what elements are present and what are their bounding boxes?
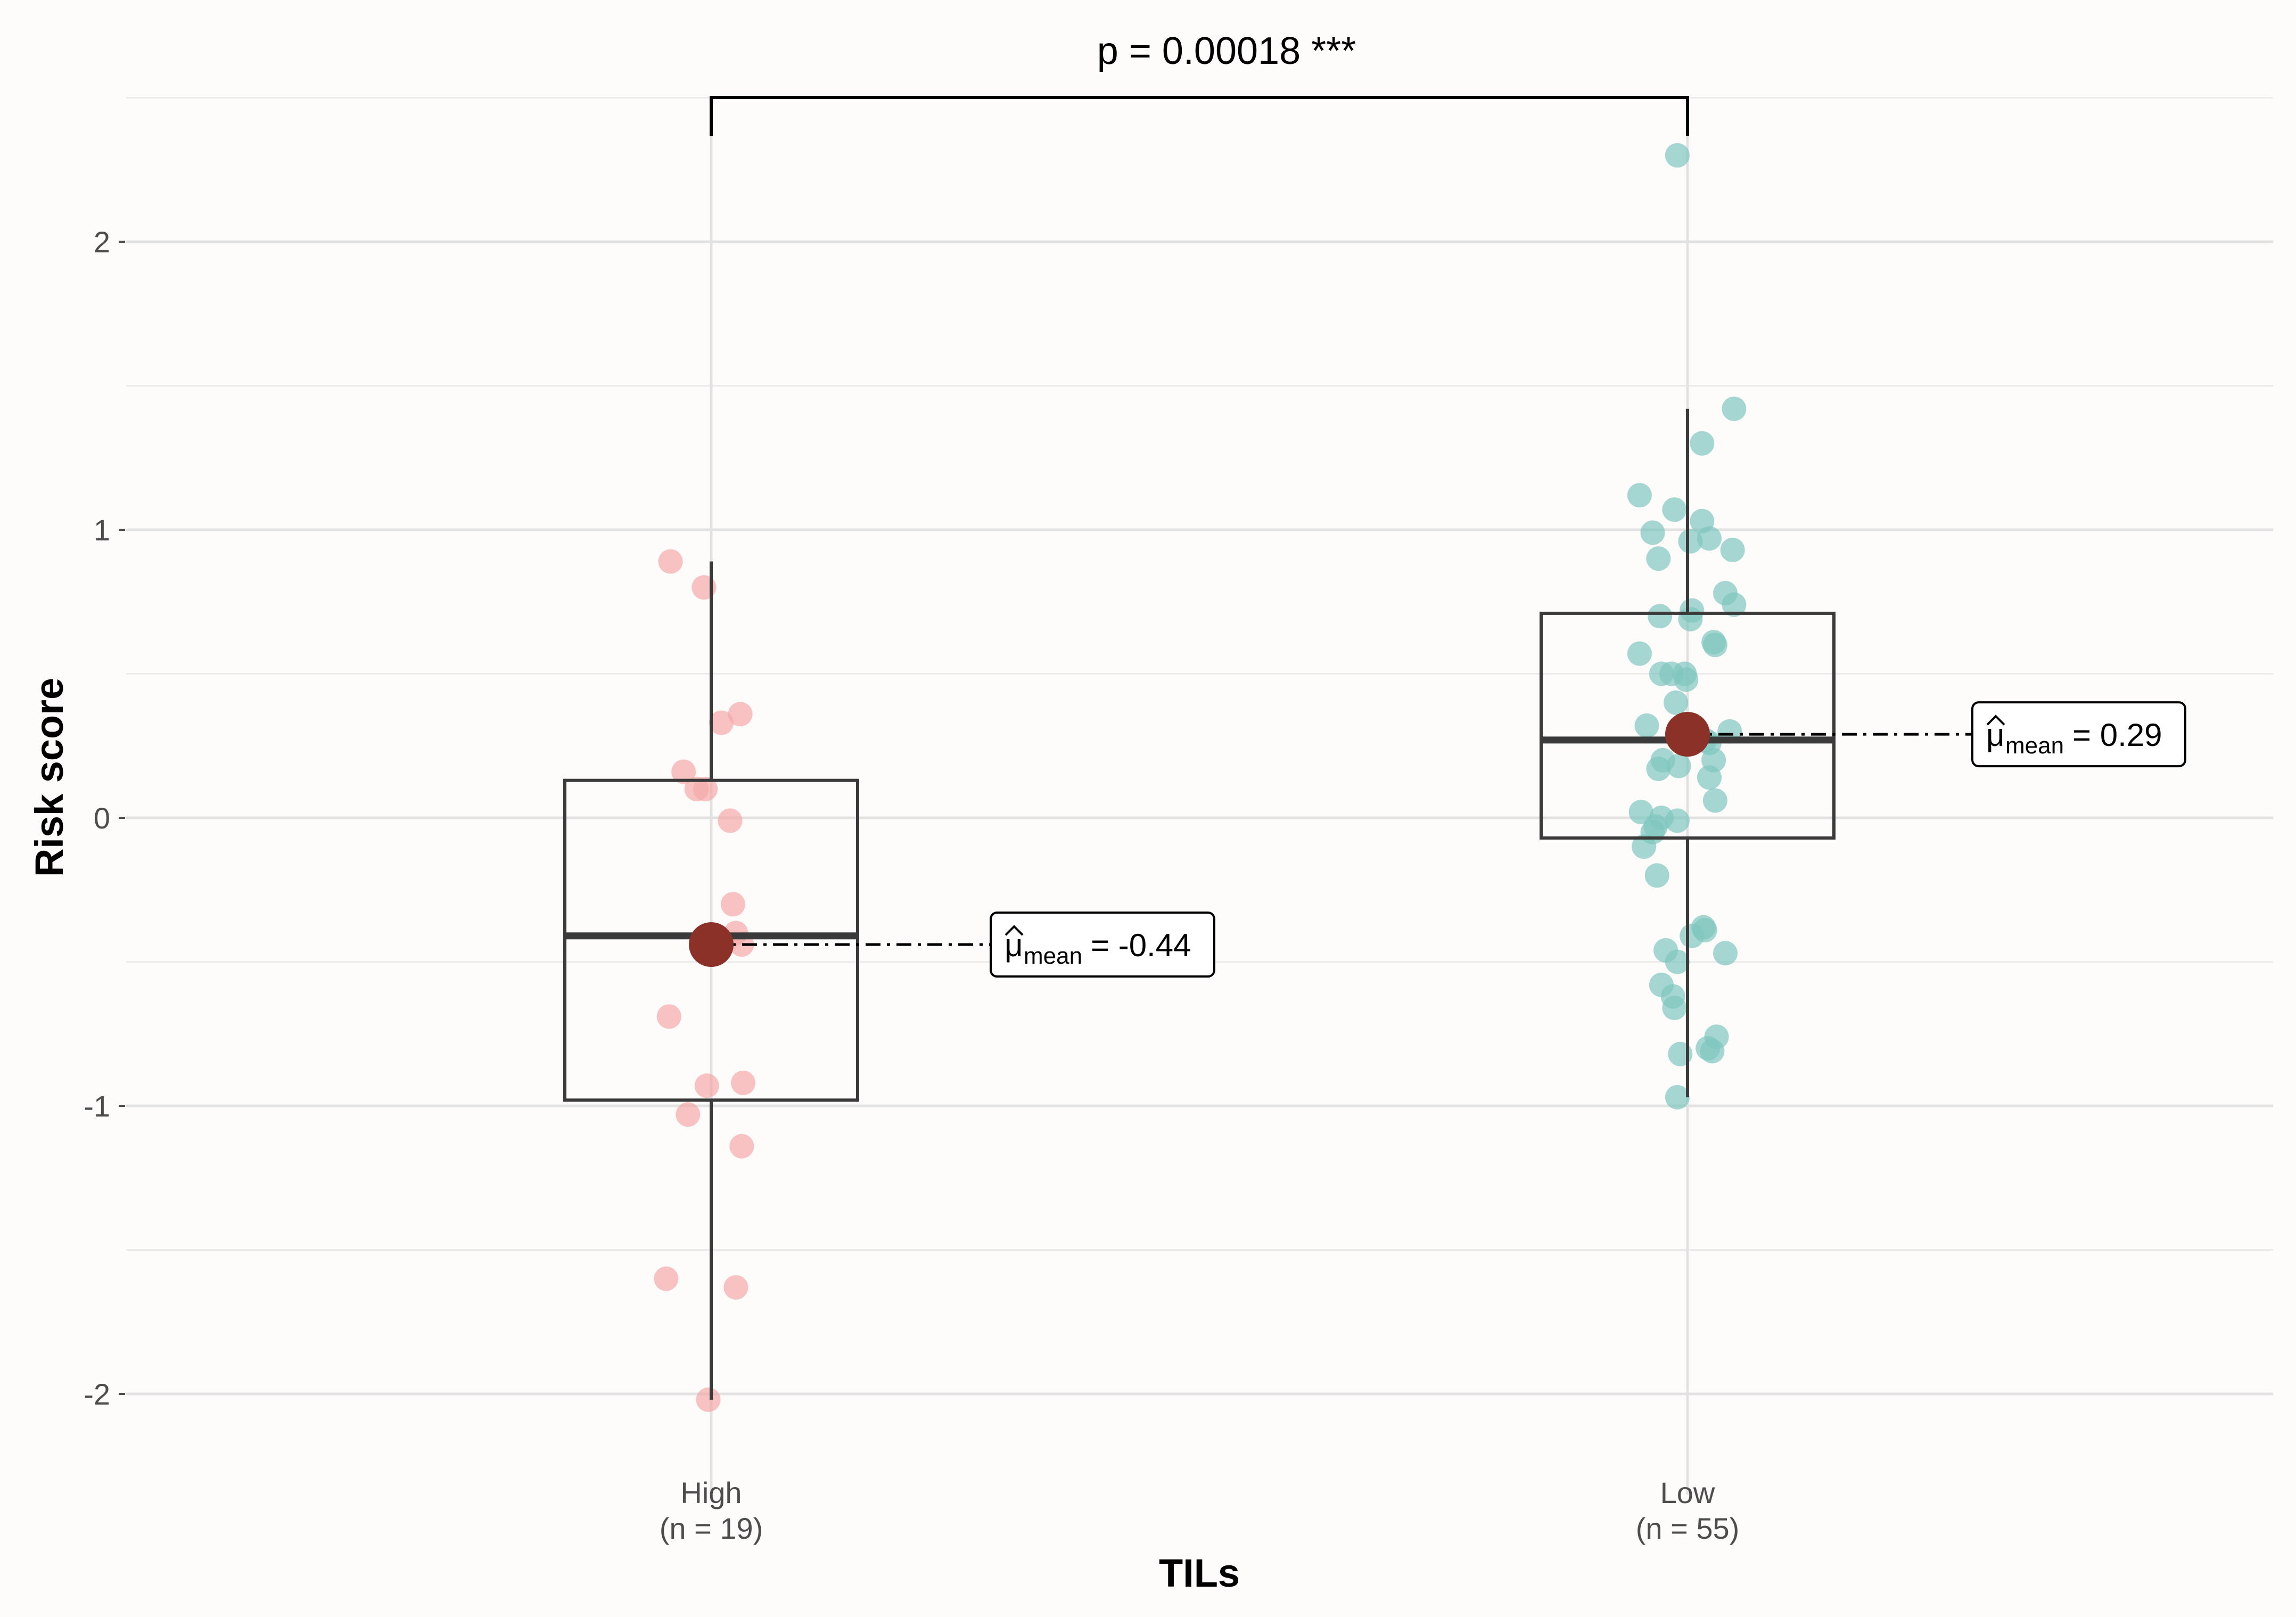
y-axis-ticks: -2 -1 0 1 2 — [84, 225, 125, 1411]
box-high — [563, 778, 859, 1102]
data-point-low — [1713, 941, 1738, 966]
mean-value: = 0.29 — [2072, 717, 2162, 753]
mean-mu-symbol: μ — [1986, 717, 2005, 753]
data-point-low — [1664, 690, 1689, 715]
data-point-low — [1697, 765, 1722, 790]
data-point-high — [723, 1275, 748, 1300]
data-point-low — [1665, 1085, 1690, 1110]
hat-symbol — [1986, 715, 2005, 726]
data-point-low — [1697, 526, 1722, 551]
x-axis-labels: High (n = 19) Low (n = 55) — [660, 1476, 1740, 1545]
data-point-high — [720, 892, 745, 917]
data-point-low — [1722, 396, 1747, 421]
y-tick-label: -1 — [84, 1089, 110, 1123]
p-value-label: p = 0.00018 *** — [1097, 30, 1356, 72]
data-point-low — [1660, 984, 1685, 1009]
data-point-low — [1666, 753, 1691, 778]
data-point-high — [654, 1266, 679, 1291]
jitter-points — [654, 143, 1747, 1412]
bracket-line — [710, 96, 1689, 136]
data-point-high — [694, 1073, 719, 1098]
data-point-low — [1646, 757, 1671, 782]
data-point-low — [1722, 592, 1747, 617]
data-point-low — [1634, 713, 1659, 738]
y-tick-label: 2 — [94, 225, 110, 259]
data-point-low — [1665, 949, 1690, 974]
data-point-low — [1662, 497, 1687, 522]
data-point-low — [1702, 633, 1727, 658]
mean-point-high — [689, 922, 734, 967]
data-point-high — [676, 1102, 701, 1127]
y-tick-label: -2 — [84, 1377, 110, 1411]
x-tick-n-low: (n = 55) — [1636, 1512, 1740, 1545]
data-point-low — [1702, 788, 1727, 813]
x-tick-n-high: (n = 19) — [660, 1512, 763, 1545]
y-axis-title: Risk score — [27, 678, 71, 877]
data-point-high — [696, 1387, 721, 1412]
data-point-low — [1646, 546, 1671, 571]
data-point-high — [693, 776, 718, 801]
hat-symbol — [1005, 925, 1024, 936]
mean-subscript: mean — [2005, 733, 2064, 759]
data-point-high — [728, 702, 753, 727]
mean-markers: μ mean = -0.44μ mean = 0.29 — [689, 701, 2186, 978]
data-point-low — [1648, 604, 1673, 629]
data-point-low — [1665, 143, 1690, 168]
data-point-high — [729, 1134, 754, 1159]
data-point-low — [1640, 520, 1665, 545]
data-point-low — [1644, 863, 1669, 888]
mean-point-low — [1665, 712, 1710, 757]
mean-label-box — [990, 912, 1215, 978]
mean-label-low: μ mean = 0.29 — [1971, 701, 2186, 768]
data-point-high — [731, 1070, 756, 1095]
significance-bracket — [710, 96, 1689, 136]
y-tick-label: 1 — [94, 513, 110, 547]
mean-mu-symbol: μ — [1005, 927, 1023, 963]
x-tick-label-low: Low — [1660, 1476, 1715, 1509]
x-axis-title: TILs — [1159, 1551, 1240, 1595]
data-point-high — [718, 808, 743, 833]
data-point-high — [656, 1004, 681, 1029]
data-point-low — [1632, 834, 1657, 859]
data-point-low — [1665, 808, 1690, 833]
data-point-low — [1690, 431, 1715, 456]
data-point-low — [1678, 529, 1703, 554]
data-point-low — [1627, 483, 1652, 508]
mean-value: = -0.44 — [1091, 927, 1191, 963]
data-point-low — [1720, 537, 1745, 562]
data-point-low — [1700, 1039, 1725, 1064]
data-point-low — [1627, 641, 1652, 666]
x-tick-label-high: High — [680, 1476, 742, 1509]
data-point-low — [1678, 606, 1703, 631]
y-tick-label: 0 — [94, 801, 110, 835]
box-low — [1540, 611, 1836, 840]
data-point-low — [1674, 667, 1699, 692]
data-point-high — [709, 710, 734, 735]
mean-label-box — [1971, 701, 2186, 768]
data-point-high — [671, 759, 696, 784]
mean-label-high: μ mean = -0.44 — [990, 912, 1215, 978]
data-point-high — [658, 549, 683, 574]
major-gridlines — [126, 240, 2273, 1396]
mean-subscript: mean — [1024, 943, 1082, 969]
data-point-low — [1680, 923, 1705, 948]
